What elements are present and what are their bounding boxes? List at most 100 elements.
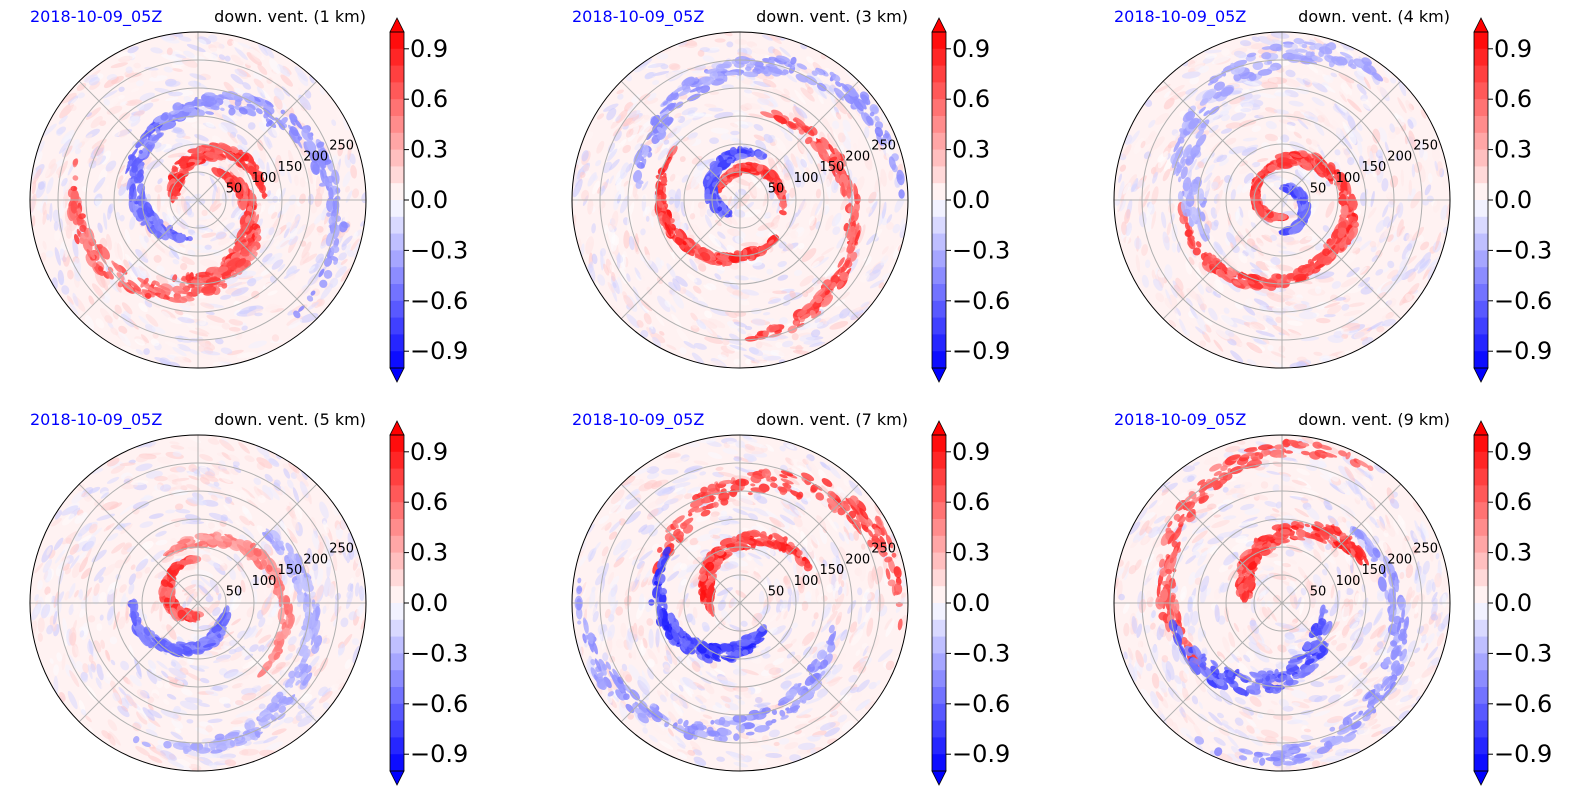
polar-border: [1113, 31, 1451, 369]
colorbar-level: [390, 670, 404, 688]
colorbar-level: [390, 166, 404, 184]
radial-tick-label: 50: [226, 182, 243, 197]
date-label: 2018-10-09_05Z: [1114, 410, 1247, 429]
angular-gridline: [78, 80, 199, 201]
colorbar-level: [932, 603, 946, 621]
colorbar-level: [390, 619, 404, 637]
angular-gridline: [1162, 199, 1283, 320]
colorbar-extend-min: [931, 367, 947, 383]
colorbar-level: [932, 334, 946, 352]
colorbar-tick-label: 0.3: [1494, 136, 1532, 164]
polar-panel-5: 2018-10-09_05Z down. vent. (7 km) 50 100 150…: [542, 403, 1072, 803]
angular-gridline: [739, 80, 860, 201]
colorbar-level: [932, 233, 946, 251]
radial-tick-label: 150: [820, 160, 845, 175]
colorbar-level: [932, 636, 946, 654]
colorbar-tick-label: 0.6: [1494, 85, 1532, 113]
colorbar-level: [390, 250, 404, 268]
polar-border: [571, 434, 909, 772]
colorbar-level: [390, 267, 404, 285]
colorbar-level: [1474, 569, 1488, 587]
colorbar-level: [390, 65, 404, 83]
angular-gridline: [1281, 602, 1402, 723]
radial-tick-label: 150: [820, 563, 845, 578]
colorbar-level: [390, 468, 404, 486]
colorbar-level: [1474, 99, 1488, 117]
colorbar-tick-label: −0.9: [1494, 740, 1552, 768]
radial-tick-label: 150: [1362, 160, 1387, 175]
radial-tick-label: 200: [1387, 149, 1412, 164]
colorbar-level: [1474, 502, 1488, 520]
colorbar-level: [932, 284, 946, 302]
colorbar-tick-label: −0.3: [410, 639, 468, 667]
colorbar-level: [390, 703, 404, 721]
colorbar-level: [1474, 435, 1488, 453]
colorbar-level: [1474, 451, 1488, 469]
polar-border: [29, 434, 367, 772]
colorbar: 0.9 0.6 0.3 0.0 −0.3 −0.6 −0.9: [931, 17, 1010, 383]
colorbar-level: [390, 552, 404, 570]
colorbar-level: [390, 149, 404, 167]
angular-gridline: [620, 199, 741, 320]
colorbar: 0.9 0.6 0.3 0.0 −0.3 −0.6 −0.9: [931, 420, 1010, 786]
date-label: 2018-10-09_05Z: [30, 7, 163, 26]
colorbar-level: [932, 250, 946, 268]
colorbar-tick-label: −0.6: [1494, 287, 1552, 315]
colorbar-tick-label: −0.6: [952, 690, 1010, 718]
colorbar-extend-max: [931, 17, 947, 33]
colorbar-level: [1474, 48, 1488, 66]
colorbar-level: [1474, 519, 1488, 537]
radial-tick-label: 50: [768, 182, 785, 197]
colorbar-level: [932, 703, 946, 721]
panel-title: down. vent. (4 km): [1298, 7, 1450, 26]
radial-tick-label: 50: [226, 585, 243, 600]
polar-panel-6: 2018-10-09_05Z down. vent. (9 km) 50 100 150…: [1084, 403, 1583, 803]
radial-tick-label: 250: [329, 139, 354, 154]
colorbar-level: [1474, 351, 1488, 369]
radial-tick-label: 200: [845, 149, 870, 164]
colorbar-level: [390, 116, 404, 134]
colorbar: 0.9 0.6 0.3 0.0 −0.3 −0.6 −0.9: [1473, 420, 1552, 786]
colorbar-tick-label: 0.6: [952, 85, 990, 113]
colorbar-level: [1474, 603, 1488, 621]
colorbar-tick-label: 0.9: [952, 438, 990, 466]
colorbar-tick-label: −0.9: [952, 740, 1010, 768]
colorbar-level: [932, 687, 946, 705]
radial-tick-label: 250: [1413, 542, 1438, 557]
angular-gridline: [1162, 602, 1283, 723]
colorbar-tick-label: 0.9: [410, 35, 448, 63]
colorbar-level: [390, 48, 404, 66]
angular-gridline: [620, 80, 741, 201]
colorbar-tick-label: −0.3: [1494, 236, 1552, 264]
radial-tick-label: 50: [1310, 182, 1327, 197]
colorbar-level: [932, 200, 946, 218]
colorbar-level: [390, 603, 404, 621]
colorbar-level: [390, 519, 404, 537]
colorbar-level: [390, 32, 404, 50]
colorbar-tick-label: 0.9: [410, 438, 448, 466]
polar-panel-2: 2018-10-09_05Z down. vent. (3 km) 50 100 150…: [542, 0, 1072, 400]
colorbar-tick-label: −0.6: [410, 287, 468, 315]
colorbar-tick-label: −0.9: [952, 337, 1010, 365]
colorbar-extend-min: [1473, 367, 1489, 383]
angular-gridline: [620, 602, 741, 723]
angular-gridline: [739, 199, 860, 320]
colorbar-level: [1474, 485, 1488, 503]
colorbar-level: [932, 619, 946, 637]
colorbar-level: [1474, 166, 1488, 184]
colorbar-level: [932, 569, 946, 587]
colorbar-level: [932, 485, 946, 503]
colorbar-level: [390, 687, 404, 705]
polar-border: [1113, 434, 1451, 772]
colorbar-level: [932, 99, 946, 117]
colorbar-level: [932, 82, 946, 100]
colorbar-level: [1474, 636, 1488, 654]
radial-tick-label: 100: [794, 574, 819, 589]
colorbar-level: [932, 116, 946, 134]
date-label: 2018-10-09_05Z: [1114, 7, 1247, 26]
radial-tick-label: 100: [252, 574, 277, 589]
colorbar-level: [390, 435, 404, 453]
colorbar-tick-label: 0.6: [952, 488, 990, 516]
